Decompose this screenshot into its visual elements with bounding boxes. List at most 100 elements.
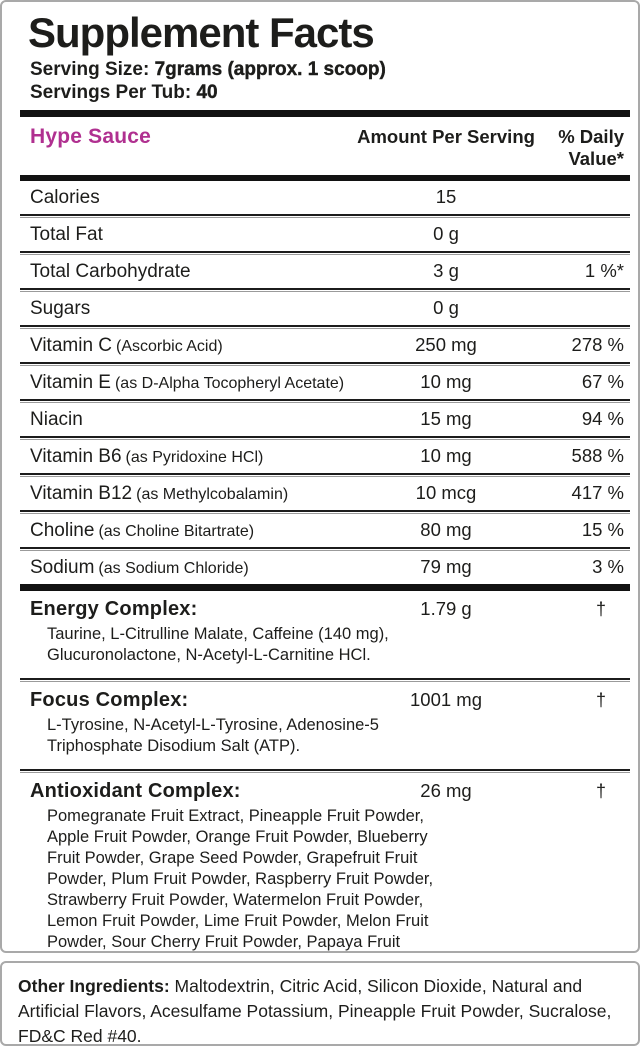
complex-ingredients: Taurine, L-Citrulline Malate, Caffeine (… bbox=[47, 625, 389, 665]
table-header: Hype Sauce Amount Per Serving % Daily Va… bbox=[2, 117, 638, 175]
nutrient-name-text: Vitamin B12 bbox=[30, 483, 133, 505]
nutrient-amount: 79 mg bbox=[420, 556, 472, 578]
complex-header-row: Energy Complex: 1.79 g † bbox=[2, 598, 638, 621]
nutrient-name: Sugars bbox=[30, 298, 356, 320]
nutrient-detail: (as Methylcobalamin) bbox=[136, 486, 289, 504]
other-ingredients-panel: Other Ingredients: Maltodextrin, Citric … bbox=[0, 961, 640, 1046]
energy-complex-section: Energy Complex: 1.79 g † Taurine, L-Citr… bbox=[2, 591, 638, 678]
supplement-facts-panel: Supplement Facts Serving Size: 7grams (a… bbox=[0, 0, 640, 953]
nutrient-daily-value: 1 %* bbox=[584, 260, 624, 282]
nutrient-name: Sodium (as Sodium Chloride) bbox=[30, 557, 356, 579]
product-name: Hype Sauce bbox=[30, 125, 152, 149]
nutrient-detail: (as Choline Bitartrate) bbox=[98, 523, 255, 541]
nutrient-amount: 250 mg bbox=[415, 334, 477, 356]
nutrient-name-text: Sodium bbox=[30, 557, 95, 579]
complex-daily-value: † bbox=[595, 781, 606, 802]
nutrient-name-text: Niacin bbox=[30, 409, 83, 431]
table-row-vitamin-b12: Vitamin B12 (as Methylcobalamin) 10 mcg 4… bbox=[2, 477, 638, 510]
table-row-choline: Choline (as Choline Bitartrate) 80 mg 15 … bbox=[2, 514, 638, 547]
ingredients-text: Pomegranate Fruit Extract, Pineapple Fru… bbox=[47, 807, 434, 952]
serving-size-line: Serving Size: 7grams (approx. 1 scoop) bbox=[30, 58, 638, 81]
nutrient-amount: 10 mg bbox=[420, 371, 472, 393]
complex-header-row: Focus Complex: 1001 mg † bbox=[2, 689, 638, 712]
divider bbox=[20, 214, 630, 219]
column-header-amount: Amount Per Serving bbox=[357, 126, 535, 148]
nutrient-amount: 15 mg bbox=[420, 408, 472, 430]
nutrient-daily-value: 3 % bbox=[592, 556, 624, 578]
page-title: Supplement Facts bbox=[28, 9, 375, 56]
nutrient-detail: (as Pyridoxine HCl) bbox=[125, 449, 264, 467]
nutrient-detail: (as D-Alpha Tocopheryl Acetate) bbox=[114, 375, 345, 393]
nutrient-name: Vitamin B6 (as Pyridoxine HCl) bbox=[30, 446, 356, 468]
nutrient-name-text: Vitamin C bbox=[30, 335, 113, 357]
divider bbox=[20, 251, 630, 256]
nutrient-name: Vitamin E (as D-Alpha Tocopheryl Acetate) bbox=[30, 372, 356, 394]
divider bbox=[20, 769, 630, 774]
complex-ingredients: Pomegranate Fruit Extract, Pineapple Fru… bbox=[47, 806, 459, 952]
table-row-vitamin-b6: Vitamin B6 (as Pyridoxine HCl) 10 mg 588 … bbox=[2, 440, 638, 473]
complex-daily-value: † bbox=[595, 690, 606, 711]
other-ingredients-list: Maltodextrin, Citric Acid, Silicon Dioxi… bbox=[18, 976, 612, 1046]
nutrient-name-text: Vitamin E bbox=[30, 372, 111, 394]
table-row-sugars: Sugars 0 g bbox=[2, 292, 638, 325]
complex-name: Antioxidant Complex: bbox=[30, 780, 241, 803]
serving-info: Serving Size: 7grams (approx. 1 scoop) S… bbox=[30, 58, 638, 104]
other-ingredients-label: Other Ingredients: bbox=[18, 976, 170, 996]
nutrient-daily-value: 94 % bbox=[581, 408, 624, 430]
divider-thick bbox=[20, 110, 630, 118]
complex-ingredients: L-Tyrosine, N-Acetyl-L-Tyrosine, Adenosi… bbox=[47, 716, 379, 756]
table-row-total-carbohydrate: Total Carbohydrate 3 g 1 %* bbox=[2, 255, 638, 288]
divider bbox=[20, 399, 630, 404]
nutrient-amount: 3 g bbox=[433, 260, 459, 282]
complex-name: Focus Complex: bbox=[30, 689, 189, 712]
servings-per-tub-value: 40 bbox=[196, 82, 218, 104]
focus-complex-section: Focus Complex: 1001 mg † L-Tyrosine, N-A… bbox=[2, 682, 638, 769]
divider bbox=[20, 436, 630, 441]
divider-thick bbox=[20, 175, 630, 182]
divider bbox=[20, 473, 630, 478]
nutrient-daily-value: 588 % bbox=[571, 445, 624, 467]
divider bbox=[20, 288, 630, 293]
nutrient-daily-value: 278 % bbox=[571, 334, 624, 356]
complex-amount: 1.79 g bbox=[420, 598, 472, 620]
nutrient-amount: 0 g bbox=[433, 297, 459, 319]
nutrient-amount: 80 mg bbox=[420, 519, 472, 541]
divider bbox=[20, 510, 630, 515]
nutrient-name-text: Total Carbohydrate bbox=[30, 261, 191, 283]
table-row-vitamin-c: Vitamin C (Ascorbic Acid) 250 mg 278 % bbox=[2, 329, 638, 362]
complex-name: Energy Complex: bbox=[30, 598, 198, 621]
nutrient-daily-value: 67 % bbox=[581, 371, 624, 393]
nutrient-name: Calories bbox=[30, 187, 356, 209]
nutrient-daily-value: 417 % bbox=[571, 482, 624, 504]
nutrient-detail: (Ascorbic Acid) bbox=[116, 338, 223, 356]
divider-thick bbox=[20, 584, 630, 592]
nutrient-name-text: Vitamin B6 bbox=[30, 446, 122, 468]
divider bbox=[20, 547, 630, 552]
complex-header-row: Antioxidant Complex: 26 mg † bbox=[2, 780, 638, 803]
nutrient-name: Vitamin C (Ascorbic Acid) bbox=[30, 335, 356, 357]
serving-size-value: 7grams (approx. 1 scoop) bbox=[154, 59, 386, 81]
nutrient-name: Vitamin B12 (as Methylcobalamin) bbox=[30, 483, 356, 505]
nutrient-name: Total Fat bbox=[30, 224, 356, 246]
table-row-vitamin-e: Vitamin E (as D-Alpha Tocopheryl Acetate)… bbox=[2, 366, 638, 399]
nutrient-name-text: Choline bbox=[30, 520, 95, 542]
nutrient-daily-value: 15 % bbox=[581, 519, 624, 541]
other-ingredients-text: Other Ingredients: Maltodextrin, Citric … bbox=[18, 974, 620, 1046]
serving-size-label: Serving Size: bbox=[30, 59, 150, 81]
nutrient-name-text: Sugars bbox=[30, 298, 91, 320]
divider bbox=[20, 325, 630, 330]
table-row-calories: Calories 15 bbox=[2, 181, 638, 214]
complex-amount: 1001 mg bbox=[410, 689, 482, 711]
nutrient-detail: (as Sodium Chloride) bbox=[98, 560, 249, 578]
nutrient-name-text: Total Fat bbox=[30, 224, 103, 246]
complex-daily-value: † bbox=[595, 599, 606, 620]
antioxidant-complex-section: Antioxidant Complex: 26 mg † Pomegranate… bbox=[2, 773, 638, 952]
divider bbox=[20, 678, 630, 683]
table-row-sodium: Sodium (as Sodium Chloride) 79 mg 3 % bbox=[2, 551, 638, 584]
table-row-niacin: Niacin 15 mg 94 % bbox=[2, 403, 638, 436]
servings-per-tub-line: Servings Per Tub: 40 bbox=[30, 81, 638, 104]
table-row-total-fat: Total Fat 0 g bbox=[2, 218, 638, 251]
complex-amount: 26 mg bbox=[420, 780, 472, 802]
nutrient-amount: 15 bbox=[435, 186, 457, 208]
nutrient-amount: 0 g bbox=[433, 223, 459, 245]
